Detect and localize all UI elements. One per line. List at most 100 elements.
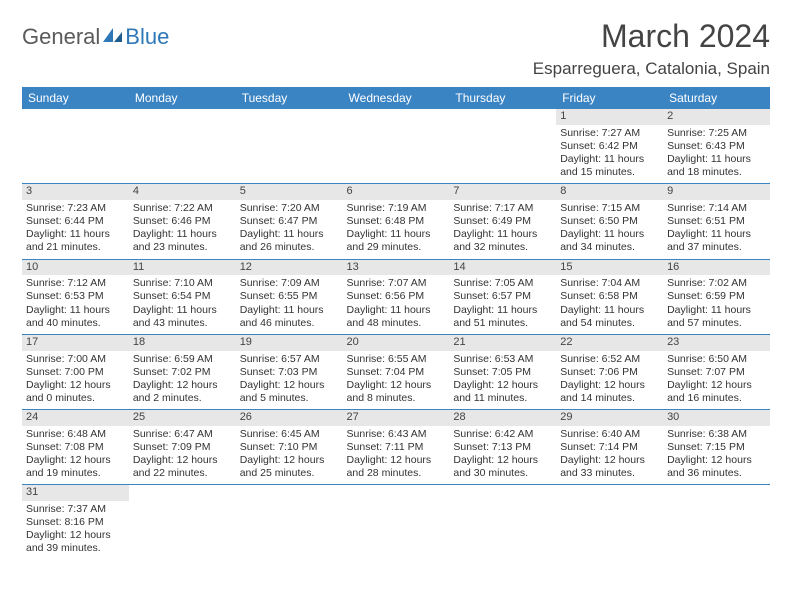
day-number: 15 xyxy=(556,260,663,276)
day-number: 27 xyxy=(343,410,450,426)
sunrise-line: Sunrise: 6:53 AM xyxy=(453,353,552,366)
daylight-line: Daylight: 11 hours and 46 minutes. xyxy=(240,304,339,330)
calendar-cell: 4Sunrise: 7:22 AMSunset: 6:46 PMDaylight… xyxy=(129,184,236,259)
calendar-cell: 31Sunrise: 7:37 AMSunset: 8:16 PMDayligh… xyxy=(22,485,129,560)
sunset-line: Sunset: 7:06 PM xyxy=(560,366,659,379)
sunrise-line: Sunrise: 7:09 AM xyxy=(240,277,339,290)
calendar-cell: 12Sunrise: 7:09 AMSunset: 6:55 PMDayligh… xyxy=(236,259,343,334)
sunset-line: Sunset: 7:10 PM xyxy=(240,441,339,454)
calendar-cell xyxy=(449,109,556,184)
day-number-empty xyxy=(129,109,236,125)
day-number: 20 xyxy=(343,335,450,351)
brand-logo: General Blue xyxy=(22,24,169,50)
calendar-cell xyxy=(556,485,663,560)
calendar-cell xyxy=(343,109,450,184)
sunrise-line: Sunrise: 6:48 AM xyxy=(26,428,125,441)
calendar-cell: 29Sunrise: 6:40 AMSunset: 7:14 PMDayligh… xyxy=(556,410,663,485)
sunrise-line: Sunrise: 7:19 AM xyxy=(347,202,446,215)
sunset-line: Sunset: 6:43 PM xyxy=(667,140,766,153)
calendar-cell xyxy=(236,485,343,560)
calendar-cell xyxy=(129,485,236,560)
calendar-cell: 24Sunrise: 6:48 AMSunset: 7:08 PMDayligh… xyxy=(22,410,129,485)
day-number: 5 xyxy=(236,184,343,200)
sunset-line: Sunset: 6:58 PM xyxy=(560,290,659,303)
sunrise-line: Sunrise: 6:45 AM xyxy=(240,428,339,441)
calendar-cell: 10Sunrise: 7:12 AMSunset: 6:53 PMDayligh… xyxy=(22,259,129,334)
daylight-line: Daylight: 12 hours and 19 minutes. xyxy=(26,454,125,480)
day-number-empty xyxy=(556,485,663,501)
daylight-line: Daylight: 11 hours and 51 minutes. xyxy=(453,304,552,330)
day-number-empty xyxy=(449,485,556,501)
day-number: 19 xyxy=(236,335,343,351)
daylight-line: Daylight: 11 hours and 32 minutes. xyxy=(453,228,552,254)
day-number: 1 xyxy=(556,109,663,125)
sunrise-line: Sunrise: 7:20 AM xyxy=(240,202,339,215)
sunrise-line: Sunrise: 6:50 AM xyxy=(667,353,766,366)
sunrise-line: Sunrise: 7:12 AM xyxy=(26,277,125,290)
page-header: General Blue March 2024 Esparreguera, Ca… xyxy=(22,18,770,79)
day-number: 11 xyxy=(129,260,236,276)
daylight-line: Daylight: 11 hours and 43 minutes. xyxy=(133,304,232,330)
sunset-line: Sunset: 6:56 PM xyxy=(347,290,446,303)
sunrise-line: Sunrise: 7:00 AM xyxy=(26,353,125,366)
daylight-line: Daylight: 12 hours and 8 minutes. xyxy=(347,379,446,405)
daylight-line: Daylight: 12 hours and 0 minutes. xyxy=(26,379,125,405)
sunrise-line: Sunrise: 6:57 AM xyxy=(240,353,339,366)
calendar-cell: 14Sunrise: 7:05 AMSunset: 6:57 PMDayligh… xyxy=(449,259,556,334)
daylight-line: Daylight: 11 hours and 34 minutes. xyxy=(560,228,659,254)
sunset-line: Sunset: 7:09 PM xyxy=(133,441,232,454)
day-number: 30 xyxy=(663,410,770,426)
day-number-empty xyxy=(449,109,556,125)
sunrise-line: Sunrise: 6:38 AM xyxy=(667,428,766,441)
sunset-line: Sunset: 6:59 PM xyxy=(667,290,766,303)
sunrise-line: Sunrise: 7:23 AM xyxy=(26,202,125,215)
sunset-line: Sunset: 7:05 PM xyxy=(453,366,552,379)
month-title: March 2024 xyxy=(533,18,770,55)
day-number: 4 xyxy=(129,184,236,200)
day-number: 2 xyxy=(663,109,770,125)
sunrise-line: Sunrise: 6:42 AM xyxy=(453,428,552,441)
day-number: 12 xyxy=(236,260,343,276)
daylight-line: Daylight: 11 hours and 54 minutes. xyxy=(560,304,659,330)
calendar-cell xyxy=(129,109,236,184)
day-number-empty xyxy=(343,485,450,501)
location-text: Esparreguera, Catalonia, Spain xyxy=(533,59,770,79)
day-header: Tuesday xyxy=(236,87,343,109)
sunrise-line: Sunrise: 6:52 AM xyxy=(560,353,659,366)
daylight-line: Daylight: 12 hours and 39 minutes. xyxy=(26,529,125,555)
day-header: Thursday xyxy=(449,87,556,109)
calendar-cell: 9Sunrise: 7:14 AMSunset: 6:51 PMDaylight… xyxy=(663,184,770,259)
sunset-line: Sunset: 7:15 PM xyxy=(667,441,766,454)
day-header: Saturday xyxy=(663,87,770,109)
calendar-cell: 21Sunrise: 6:53 AMSunset: 7:05 PMDayligh… xyxy=(449,334,556,409)
calendar-cell: 30Sunrise: 6:38 AMSunset: 7:15 PMDayligh… xyxy=(663,410,770,485)
daylight-line: Daylight: 12 hours and 11 minutes. xyxy=(453,379,552,405)
day-number: 24 xyxy=(22,410,129,426)
calendar-cell: 7Sunrise: 7:17 AMSunset: 6:49 PMDaylight… xyxy=(449,184,556,259)
sail-icon xyxy=(102,26,124,49)
day-number-empty xyxy=(236,485,343,501)
sunset-line: Sunset: 7:00 PM xyxy=(26,366,125,379)
day-number: 23 xyxy=(663,335,770,351)
sunrise-line: Sunrise: 6:59 AM xyxy=(133,353,232,366)
sunrise-line: Sunrise: 7:04 AM xyxy=(560,277,659,290)
day-header: Friday xyxy=(556,87,663,109)
day-number-empty xyxy=(343,109,450,125)
day-number: 13 xyxy=(343,260,450,276)
day-number-empty xyxy=(129,485,236,501)
calendar-cell: 15Sunrise: 7:04 AMSunset: 6:58 PMDayligh… xyxy=(556,259,663,334)
day-number: 17 xyxy=(22,335,129,351)
calendar-cell: 16Sunrise: 7:02 AMSunset: 6:59 PMDayligh… xyxy=(663,259,770,334)
sunrise-line: Sunrise: 7:22 AM xyxy=(133,202,232,215)
sunset-line: Sunset: 6:50 PM xyxy=(560,215,659,228)
sunset-line: Sunset: 7:03 PM xyxy=(240,366,339,379)
sunset-line: Sunset: 6:57 PM xyxy=(453,290,552,303)
sunrise-line: Sunrise: 7:27 AM xyxy=(560,127,659,140)
sunrise-line: Sunrise: 7:37 AM xyxy=(26,503,125,516)
calendar-cell: 19Sunrise: 6:57 AMSunset: 7:03 PMDayligh… xyxy=(236,334,343,409)
sunset-line: Sunset: 6:49 PM xyxy=(453,215,552,228)
calendar-cell: 25Sunrise: 6:47 AMSunset: 7:09 PMDayligh… xyxy=(129,410,236,485)
daylight-line: Daylight: 11 hours and 40 minutes. xyxy=(26,304,125,330)
calendar-cell: 8Sunrise: 7:15 AMSunset: 6:50 PMDaylight… xyxy=(556,184,663,259)
daylight-line: Daylight: 11 hours and 21 minutes. xyxy=(26,228,125,254)
